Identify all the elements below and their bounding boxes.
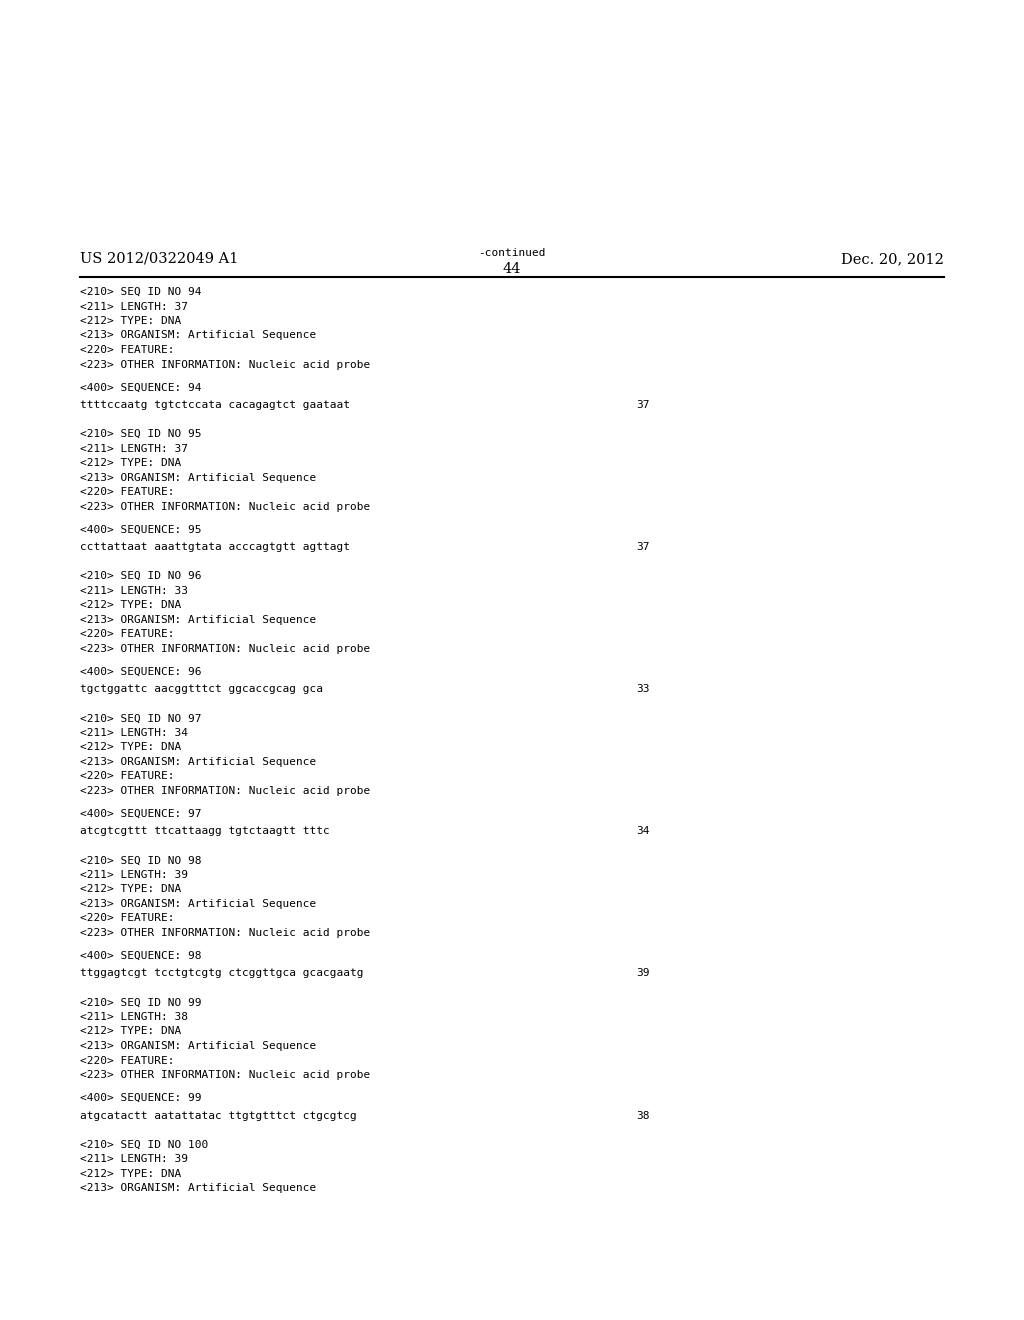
- Text: <220> FEATURE:: <220> FEATURE:: [80, 1056, 174, 1065]
- Text: <223> OTHER INFORMATION: Nucleic acid probe: <223> OTHER INFORMATION: Nucleic acid pr…: [80, 928, 371, 939]
- Text: <213> ORGANISM: Artificial Sequence: <213> ORGANISM: Artificial Sequence: [80, 473, 316, 483]
- Text: <212> TYPE: DNA: <212> TYPE: DNA: [80, 458, 181, 469]
- Text: <400> SEQUENCE: 95: <400> SEQUENCE: 95: [80, 525, 202, 535]
- Text: <210> SEQ ID NO 95: <210> SEQ ID NO 95: [80, 429, 202, 440]
- Text: <213> ORGANISM: Artificial Sequence: <213> ORGANISM: Artificial Sequence: [80, 615, 316, 624]
- Text: ttggagtcgt tcctgtcgtg ctcggttgca gcacgaatg: ttggagtcgt tcctgtcgtg ctcggttgca gcacgaa…: [80, 969, 364, 978]
- Text: <212> TYPE: DNA: <212> TYPE: DNA: [80, 884, 181, 895]
- Text: tgctggattc aacggtttct ggcaccgcag gca: tgctggattc aacggtttct ggcaccgcag gca: [80, 684, 323, 694]
- Text: 37: 37: [636, 400, 649, 411]
- Text: <223> OTHER INFORMATION: Nucleic acid probe: <223> OTHER INFORMATION: Nucleic acid pr…: [80, 502, 371, 512]
- Text: <213> ORGANISM: Artificial Sequence: <213> ORGANISM: Artificial Sequence: [80, 1041, 316, 1051]
- Text: <211> LENGTH: 39: <211> LENGTH: 39: [80, 1154, 188, 1164]
- Text: <400> SEQUENCE: 97: <400> SEQUENCE: 97: [80, 809, 202, 818]
- Text: <223> OTHER INFORMATION: Nucleic acid probe: <223> OTHER INFORMATION: Nucleic acid pr…: [80, 644, 371, 653]
- Text: <210> SEQ ID NO 97: <210> SEQ ID NO 97: [80, 713, 202, 723]
- Text: US 2012/0322049 A1: US 2012/0322049 A1: [80, 252, 239, 267]
- Text: ccttattaat aaattgtata acccagtgtt agttagt: ccttattaat aaattgtata acccagtgtt agttagt: [80, 543, 350, 552]
- Text: <212> TYPE: DNA: <212> TYPE: DNA: [80, 601, 181, 610]
- Text: <213> ORGANISM: Artificial Sequence: <213> ORGANISM: Artificial Sequence: [80, 899, 316, 909]
- Text: <211> LENGTH: 39: <211> LENGTH: 39: [80, 870, 188, 880]
- Text: <210> SEQ ID NO 100: <210> SEQ ID NO 100: [80, 1139, 208, 1150]
- Text: -continued: -continued: [478, 248, 546, 257]
- Text: 37: 37: [636, 543, 649, 552]
- Text: <220> FEATURE:: <220> FEATURE:: [80, 913, 174, 924]
- Text: <220> FEATURE:: <220> FEATURE:: [80, 771, 174, 781]
- Text: <400> SEQUENCE: 98: <400> SEQUENCE: 98: [80, 952, 202, 961]
- Text: <212> TYPE: DNA: <212> TYPE: DNA: [80, 1168, 181, 1179]
- Text: <211> LENGTH: 34: <211> LENGTH: 34: [80, 727, 188, 738]
- Text: ttttccaatg tgtctccata cacagagtct gaataat: ttttccaatg tgtctccata cacagagtct gaataat: [80, 400, 350, 411]
- Text: 33: 33: [636, 684, 649, 694]
- Text: <213> ORGANISM: Artificial Sequence: <213> ORGANISM: Artificial Sequence: [80, 756, 316, 767]
- Text: 39: 39: [636, 969, 649, 978]
- Text: <213> ORGANISM: Artificial Sequence: <213> ORGANISM: Artificial Sequence: [80, 1183, 316, 1193]
- Text: <400> SEQUENCE: 96: <400> SEQUENCE: 96: [80, 667, 202, 677]
- Text: <212> TYPE: DNA: <212> TYPE: DNA: [80, 315, 181, 326]
- Text: atcgtcgttt ttcattaagg tgtctaagtt tttc: atcgtcgttt ttcattaagg tgtctaagtt tttc: [80, 826, 330, 837]
- Text: <220> FEATURE:: <220> FEATURE:: [80, 345, 174, 355]
- Text: <223> OTHER INFORMATION: Nucleic acid probe: <223> OTHER INFORMATION: Nucleic acid pr…: [80, 359, 371, 370]
- Text: <220> FEATURE:: <220> FEATURE:: [80, 487, 174, 498]
- Text: <400> SEQUENCE: 94: <400> SEQUENCE: 94: [80, 383, 202, 393]
- Text: <213> ORGANISM: Artificial Sequence: <213> ORGANISM: Artificial Sequence: [80, 330, 316, 341]
- Text: <223> OTHER INFORMATION: Nucleic acid probe: <223> OTHER INFORMATION: Nucleic acid pr…: [80, 785, 371, 796]
- Text: <211> LENGTH: 38: <211> LENGTH: 38: [80, 1012, 188, 1022]
- Text: 34: 34: [636, 826, 649, 837]
- Text: 44: 44: [503, 261, 521, 276]
- Text: <400> SEQUENCE: 99: <400> SEQUENCE: 99: [80, 1093, 202, 1104]
- Text: <212> TYPE: DNA: <212> TYPE: DNA: [80, 1027, 181, 1036]
- Text: Dec. 20, 2012: Dec. 20, 2012: [841, 252, 944, 267]
- Text: <210> SEQ ID NO 98: <210> SEQ ID NO 98: [80, 855, 202, 866]
- Text: <211> LENGTH: 33: <211> LENGTH: 33: [80, 586, 188, 595]
- Text: 38: 38: [636, 1110, 649, 1121]
- Text: <210> SEQ ID NO 94: <210> SEQ ID NO 94: [80, 286, 202, 297]
- Text: <210> SEQ ID NO 99: <210> SEQ ID NO 99: [80, 998, 202, 1007]
- Text: <223> OTHER INFORMATION: Nucleic acid probe: <223> OTHER INFORMATION: Nucleic acid pr…: [80, 1071, 371, 1080]
- Text: <211> LENGTH: 37: <211> LENGTH: 37: [80, 444, 188, 454]
- Text: <210> SEQ ID NO 96: <210> SEQ ID NO 96: [80, 572, 202, 581]
- Text: <220> FEATURE:: <220> FEATURE:: [80, 630, 174, 639]
- Text: atgcatactt aatattatac ttgtgtttct ctgcgtcg: atgcatactt aatattatac ttgtgtttct ctgcgtc…: [80, 1110, 356, 1121]
- Text: <212> TYPE: DNA: <212> TYPE: DNA: [80, 742, 181, 752]
- Text: <211> LENGTH: 37: <211> LENGTH: 37: [80, 301, 188, 312]
